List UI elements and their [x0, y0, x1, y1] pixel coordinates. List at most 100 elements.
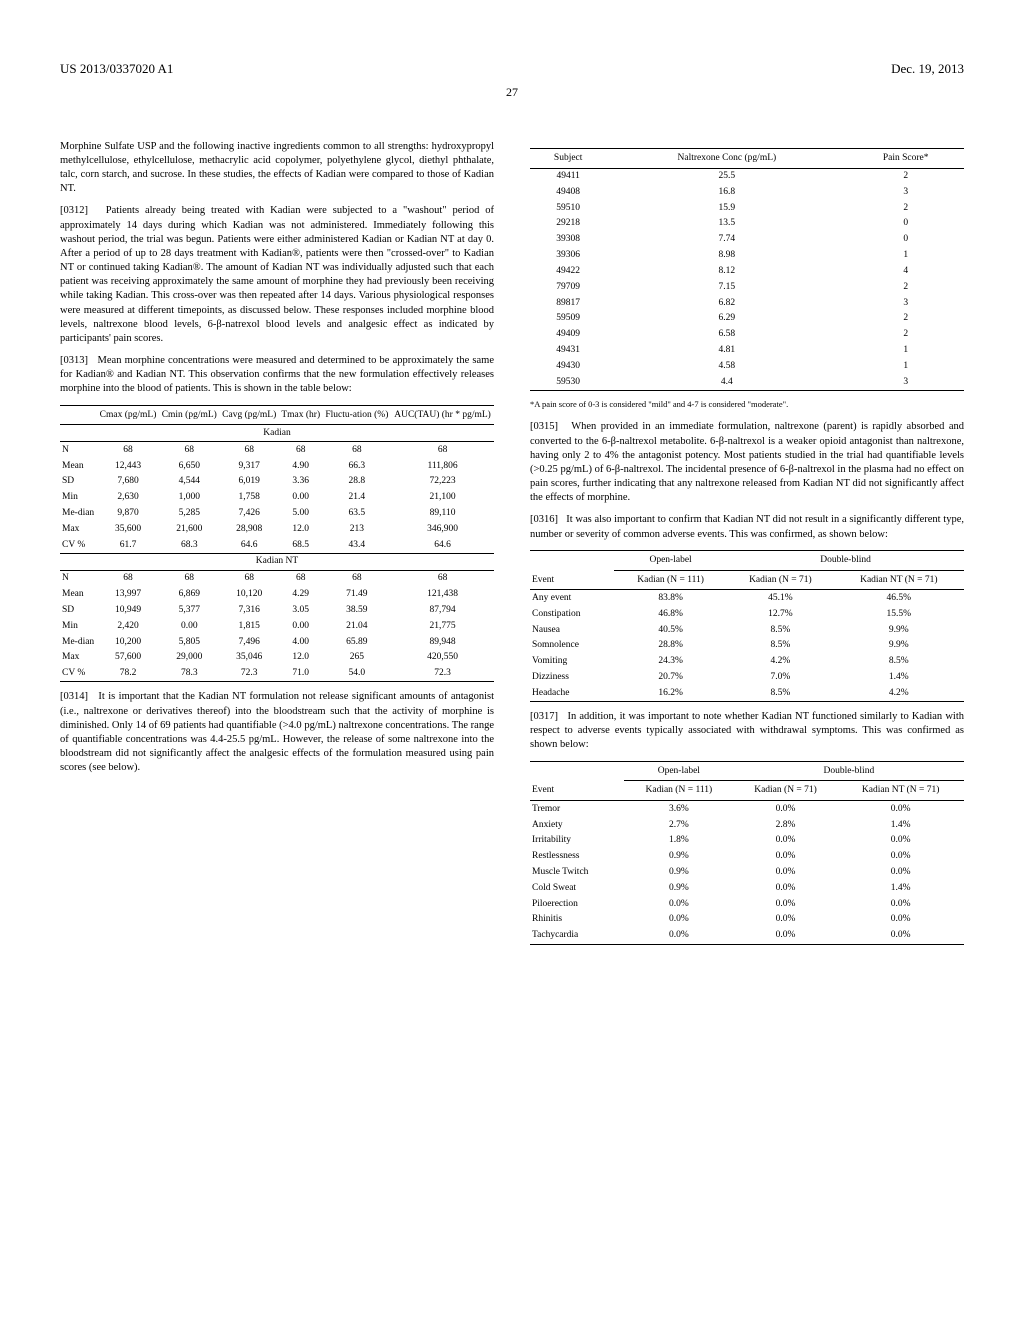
table-cell: 420,550 — [391, 650, 494, 666]
table-cell: Min — [60, 618, 97, 634]
table-row: 797097.152 — [530, 279, 964, 295]
table-cell: 12,443 — [97, 458, 159, 474]
table-group-header-row: Open-label Double-blind — [530, 550, 964, 570]
table-cell: 0.0% — [837, 928, 964, 944]
table-cell: 12.7% — [727, 606, 834, 622]
para-num: [0312] — [60, 205, 88, 216]
table-cell: 0.0% — [734, 864, 838, 880]
col-header: Kadian (N = 111) — [614, 570, 727, 590]
table-cell: 6,019 — [220, 474, 279, 490]
table-row: 4941125.52 — [530, 168, 964, 184]
table-cell: 0.0% — [734, 880, 838, 896]
table-cell: 79709 — [530, 279, 606, 295]
table-cell: 68 — [220, 442, 279, 458]
table-cell: 1.8% — [624, 833, 734, 849]
table-row: N686868686868 — [60, 442, 494, 458]
para-text: When provided in an immediate formulatio… — [530, 421, 964, 503]
table-cell: 49408 — [530, 184, 606, 200]
table-cell: 29218 — [530, 216, 606, 232]
table-cell: 2 — [847, 168, 964, 184]
table-cell: SD — [60, 474, 97, 490]
table-cell: Restlessness — [530, 849, 624, 865]
table-cell: 6,650 — [159, 458, 219, 474]
table-cell: 0.0% — [837, 896, 964, 912]
table-cell: 5,285 — [159, 506, 219, 522]
table-cell: 7,496 — [220, 634, 279, 650]
table-row: Max57,60029,00035,04612.0265420,550 — [60, 650, 494, 666]
table-cell: 35,046 — [220, 650, 279, 666]
table-cell: 3.6% — [624, 801, 734, 817]
table-cell: N — [60, 442, 97, 458]
table-cell: 1,000 — [159, 490, 219, 506]
table-cell: Anxiety — [530, 817, 624, 833]
col-header: Cmin (pg/mL) — [159, 405, 219, 425]
table-cell: 1,758 — [220, 490, 279, 506]
table-cell: 13.5 — [606, 216, 847, 232]
table-row: SD10,9495,3777,3163.0538.5987,794 — [60, 602, 494, 618]
col-header: Cavg (pg/mL) — [220, 405, 279, 425]
table-cell: 5,805 — [159, 634, 219, 650]
table-cell: 2.8% — [734, 817, 838, 833]
col-header: Cmax (pg/mL) — [97, 405, 159, 425]
para-num: [0317] — [530, 711, 558, 722]
table-cell: 10,949 — [97, 602, 159, 618]
table-cell: 5.00 — [279, 506, 323, 522]
table-cell: 0.0% — [837, 801, 964, 817]
table-cell: 3 — [847, 295, 964, 311]
table-cell: 1.4% — [837, 817, 964, 833]
table-cell: 0.0% — [734, 912, 838, 928]
para-num: [0316] — [530, 514, 558, 525]
table-row: Tremor3.6%0.0%0.0% — [530, 801, 964, 817]
para-text: In addition, it was important to note wh… — [530, 711, 964, 750]
table-cell: 68.3 — [159, 537, 219, 553]
table-cell: 9,317 — [220, 458, 279, 474]
table-cell: Nausea — [530, 622, 614, 638]
table-cell: 89,948 — [391, 634, 494, 650]
table-cell: 9,870 — [97, 506, 159, 522]
table-cell: 66.3 — [323, 458, 392, 474]
table-cell: 72.3 — [391, 666, 494, 682]
para-text: It is important that the Kadian NT formu… — [60, 691, 494, 773]
table-cell: 10,120 — [220, 587, 279, 603]
table-cell: 68 — [97, 570, 159, 586]
table-cell: 46.8% — [614, 606, 727, 622]
col-header: Kadian (N = 111) — [624, 781, 734, 801]
page-number: 27 — [60, 84, 964, 100]
table-row: 2921813.50 — [530, 216, 964, 232]
table-section-row: Kadian NT — [60, 553, 494, 570]
table-cell: 8.5% — [727, 622, 834, 638]
table-cell: 7.0% — [727, 669, 834, 685]
table-cell: 2,420 — [97, 618, 159, 634]
adverse-events-table: Open-label Double-blind Event Kadian (N … — [530, 550, 964, 702]
table-cell: 21,600 — [159, 521, 219, 537]
paragraph-0315: [0315] When provided in an immediate for… — [530, 420, 964, 505]
table-row: Cold Sweat0.9%0.0%1.4% — [530, 880, 964, 896]
table-cell: 54.0 — [323, 666, 392, 682]
para-num: [0313] — [60, 355, 88, 366]
table-cell: 0.0% — [624, 928, 734, 944]
table-cell: 29,000 — [159, 650, 219, 666]
table-cell: 57,600 — [97, 650, 159, 666]
table-cell: 1,815 — [220, 618, 279, 634]
table-cell: 3.05 — [279, 602, 323, 618]
table-cell: 15.9 — [606, 200, 847, 216]
table-cell: Me-dian — [60, 634, 97, 650]
table-cell: 64.6 — [391, 537, 494, 553]
table-cell: 0.0% — [734, 928, 838, 944]
table-cell: 49430 — [530, 358, 606, 374]
table-row: Nausea40.5%8.5%9.9% — [530, 622, 964, 638]
table-cell: 12.0 — [279, 521, 323, 537]
table-cell: 4.2% — [727, 654, 834, 670]
table-row: Anxiety2.7%2.8%1.4% — [530, 817, 964, 833]
table-cell: 25.5 — [606, 168, 847, 184]
table-cell: 0.9% — [624, 849, 734, 865]
table-cell: 0.0% — [837, 864, 964, 880]
table-row: 494304.581 — [530, 358, 964, 374]
table-row: Mean13,9976,86910,1204.2971.49121,438 — [60, 587, 494, 603]
table-cell: 4.58 — [606, 358, 847, 374]
table-cell: 49409 — [530, 327, 606, 343]
table-cell: 78.2 — [97, 666, 159, 682]
table-cell: 1.4% — [834, 669, 964, 685]
table-cell: 16.8 — [606, 184, 847, 200]
col-header: AUC(TAU) (hr * pg/mL) — [391, 405, 494, 425]
